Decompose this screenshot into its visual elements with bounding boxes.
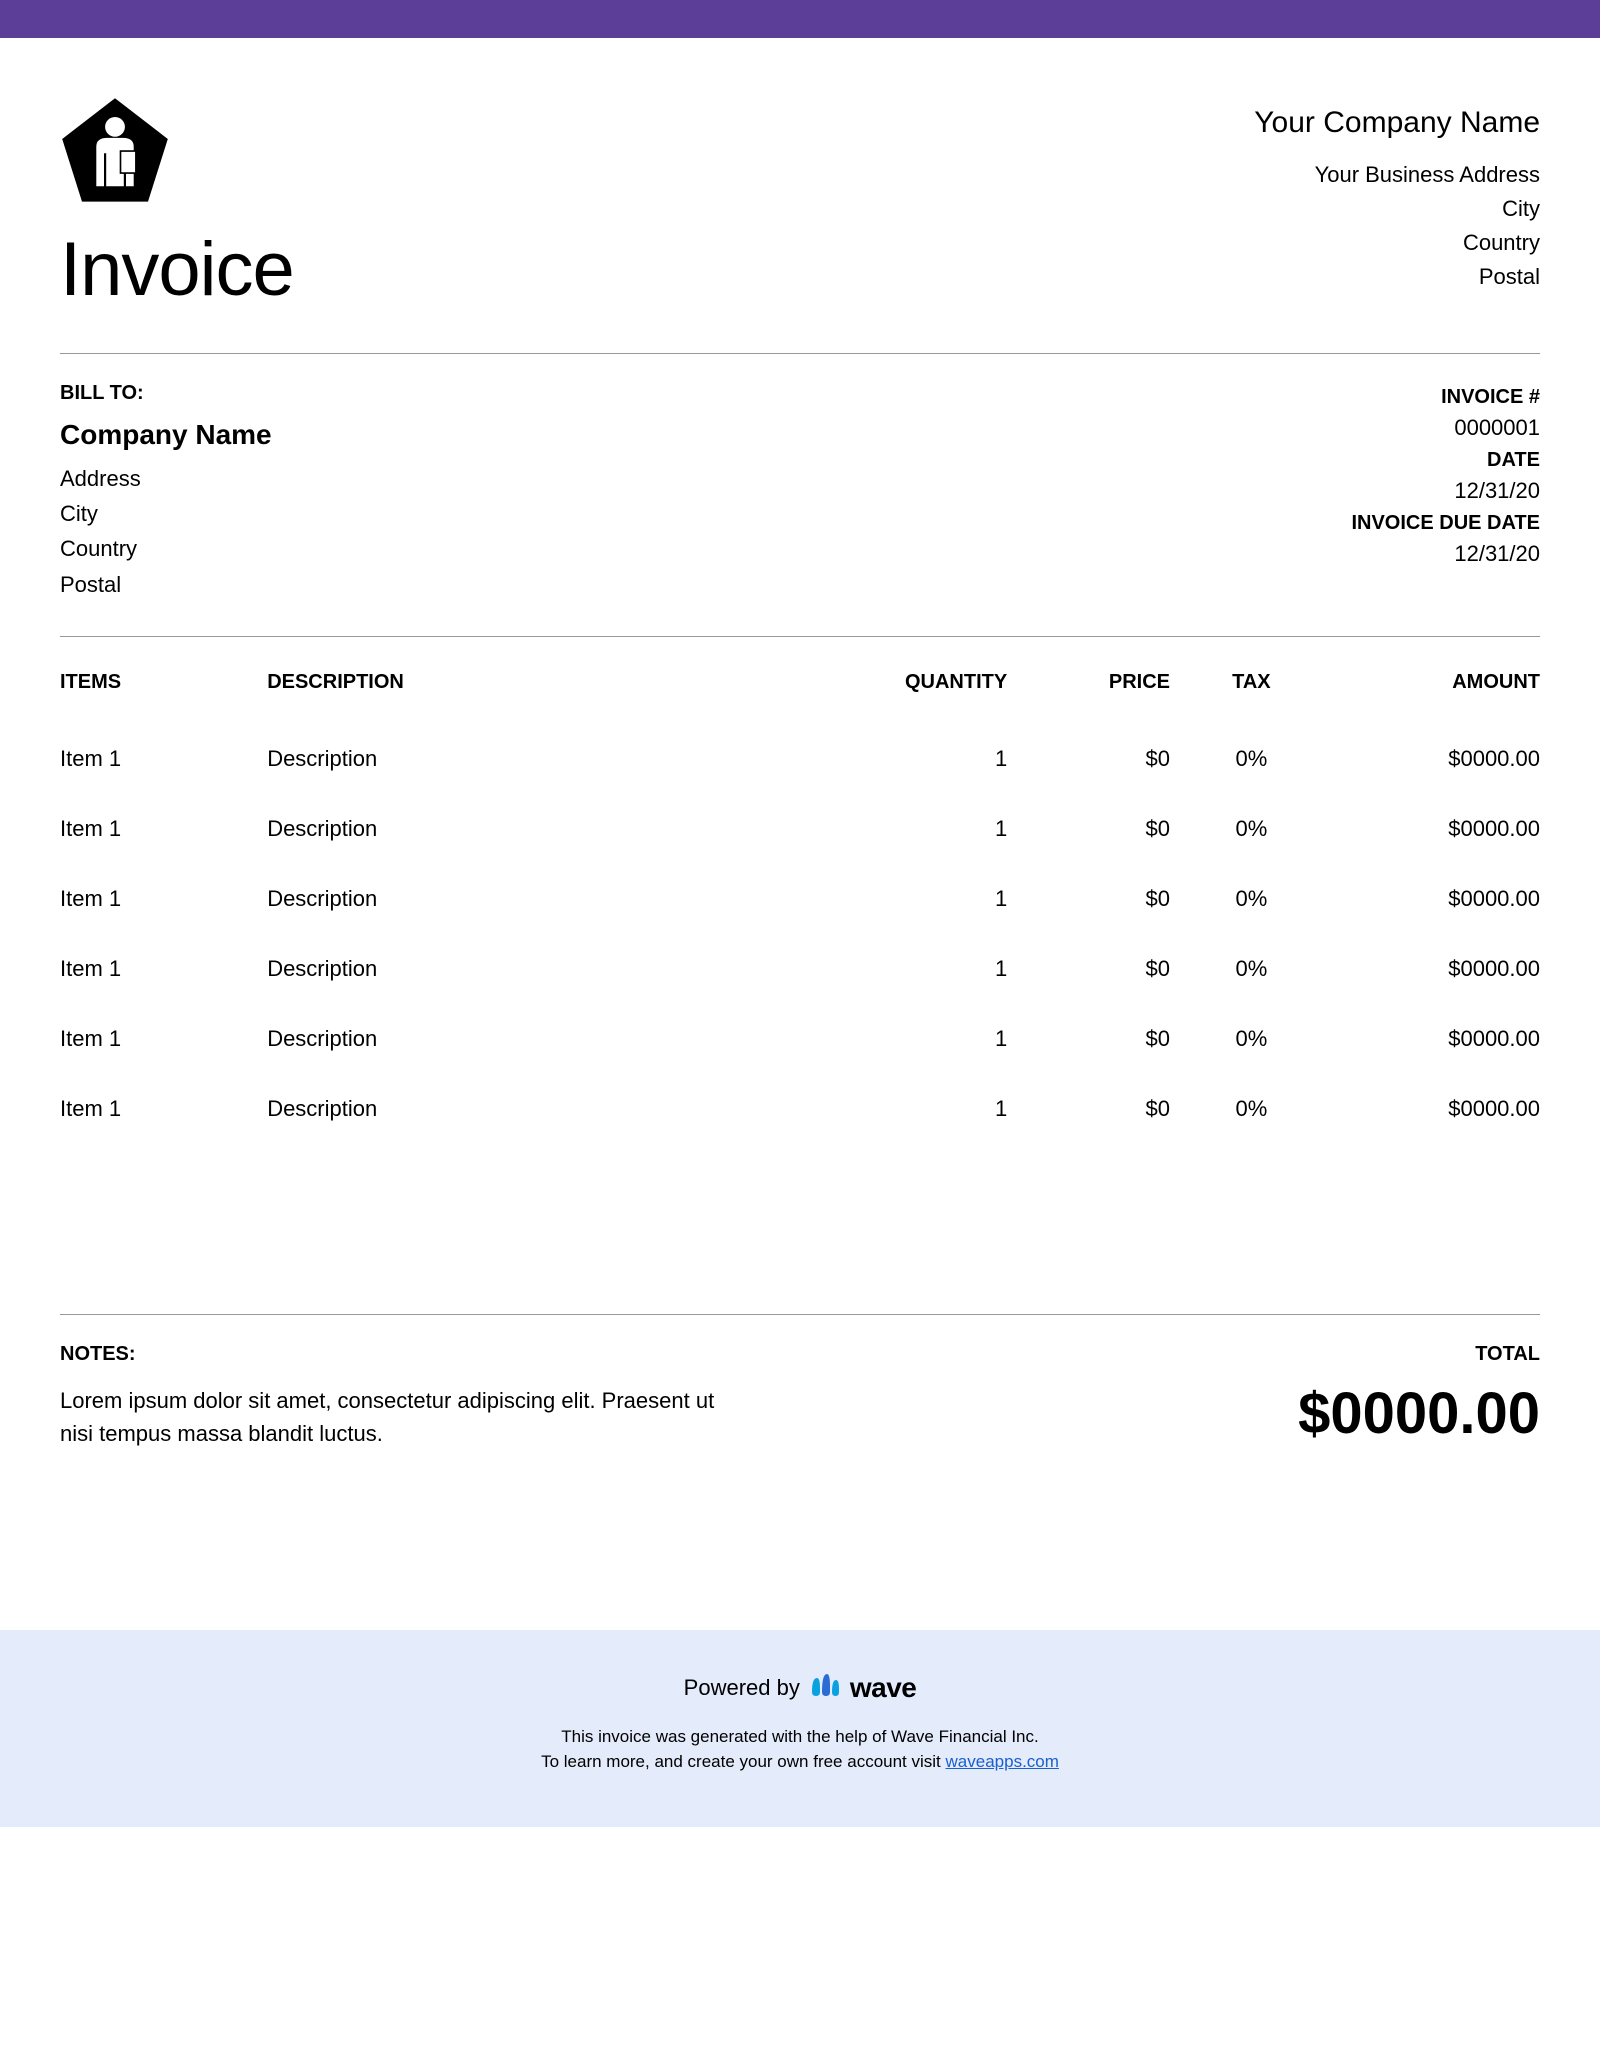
cell-tax: 0% (1170, 724, 1333, 794)
cell-item: Item 1 (60, 1074, 267, 1144)
your-address-country: Country (1254, 226, 1540, 260)
footer: Powered by wave This invoice was generat… (0, 1630, 1600, 1827)
cell-item: Item 1 (60, 864, 267, 934)
cell-description: Description (267, 724, 829, 794)
cell-tax: 0% (1170, 1004, 1333, 1074)
wave-brand-text: wave (850, 1672, 917, 1704)
table-row: Item 1Description1$00%$0000.00 (60, 1074, 1540, 1144)
notes-label: NOTES: (60, 1343, 1238, 1366)
bill-to-address: Address (60, 461, 272, 496)
table-row: Item 1Description1$00%$0000.00 (60, 934, 1540, 1004)
company-logo-icon (60, 98, 294, 208)
header-left: Invoice (60, 98, 294, 313)
powered-by-text: Powered by (684, 1675, 800, 1701)
your-company-name: Your Company Name (1254, 106, 1540, 140)
your-address-line: Your Business Address (1254, 158, 1540, 192)
invoice-meta-block: INVOICE # 0000001 DATE 12/31/20 INVOICE … (1351, 382, 1540, 602)
cell-tax: 0% (1170, 934, 1333, 1004)
cell-price: $0 (1007, 864, 1170, 934)
bill-to-label: BILL TO: (60, 382, 272, 405)
table-header-row: ITEMS DESCRIPTION QUANTITY PRICE TAX AMO… (60, 647, 1540, 724)
cell-description: Description (267, 1074, 829, 1144)
total-block: TOTAL $0000.00 (1298, 1343, 1540, 1450)
bill-to-city: City (60, 496, 272, 531)
bill-to-postal: Postal (60, 567, 272, 602)
cell-quantity: 1 (830, 794, 1008, 864)
footer-line-1: This invoice was generated with the help… (0, 1724, 1600, 1750)
cell-quantity: 1 (830, 724, 1008, 794)
cell-quantity: 1 (830, 864, 1008, 934)
th-items: ITEMS (60, 647, 267, 724)
cell-item: Item 1 (60, 1004, 267, 1074)
cell-item: Item 1 (60, 794, 267, 864)
cell-amount: $0000.00 (1333, 1004, 1540, 1074)
cell-price: $0 (1007, 1074, 1170, 1144)
table-row: Item 1Description1$00%$0000.00 (60, 724, 1540, 794)
notes-text: Lorem ipsum dolor sit amet, consectetur … (60, 1384, 740, 1450)
cell-description: Description (267, 864, 829, 934)
cell-amount: $0000.00 (1333, 864, 1540, 934)
cell-price: $0 (1007, 934, 1170, 1004)
invoice-body: Invoice Your Company Name Your Business … (0, 38, 1600, 1510)
cell-price: $0 (1007, 1004, 1170, 1074)
cell-amount: $0000.00 (1333, 724, 1540, 794)
your-address-city: City (1254, 192, 1540, 226)
cell-quantity: 1 (830, 1004, 1008, 1074)
cell-description: Description (267, 934, 829, 1004)
accent-bar (0, 0, 1600, 38)
bill-to-block: BILL TO: Company Name Address City Count… (60, 382, 272, 602)
notes-block: NOTES: Lorem ipsum dolor sit amet, conse… (60, 1343, 1238, 1450)
cell-price: $0 (1007, 724, 1170, 794)
cell-quantity: 1 (830, 1074, 1008, 1144)
bill-to-country: Country (60, 531, 272, 566)
cell-tax: 0% (1170, 864, 1333, 934)
cell-amount: $0000.00 (1333, 794, 1540, 864)
footer-line-2-prefix: To learn more, and create your own free … (541, 1752, 945, 1771)
divider (60, 636, 1540, 637)
cell-item: Item 1 (60, 724, 267, 794)
table-row: Item 1Description1$00%$0000.00 (60, 794, 1540, 864)
footer-line-2: To learn more, and create your own free … (0, 1749, 1600, 1775)
wave-logo-icon (810, 1672, 840, 1704)
header-row: Invoice Your Company Name Your Business … (60, 98, 1540, 313)
cell-tax: 0% (1170, 794, 1333, 864)
spacer (60, 1144, 1540, 1314)
powered-by: Powered by wave (684, 1672, 917, 1704)
cell-amount: $0000.00 (1333, 1074, 1540, 1144)
table-row: Item 1Description1$00%$0000.00 (60, 1004, 1540, 1074)
cell-item: Item 1 (60, 934, 267, 1004)
waveapps-link[interactable]: waveapps.com (946, 1752, 1059, 1771)
invoice-due-date: 12/31/20 (1351, 541, 1540, 567)
line-items-table: ITEMS DESCRIPTION QUANTITY PRICE TAX AMO… (60, 647, 1540, 1144)
header-right: Your Company Name Your Business Address … (1254, 98, 1540, 294)
cell-quantity: 1 (830, 934, 1008, 1004)
total-label: TOTAL (1298, 1343, 1540, 1366)
cell-amount: $0000.00 (1333, 934, 1540, 1004)
notes-total-row: NOTES: Lorem ipsum dolor sit amet, conse… (60, 1315, 1540, 1510)
invoice-date-label: DATE (1351, 449, 1540, 472)
cell-description: Description (267, 794, 829, 864)
table-row: Item 1Description1$00%$0000.00 (60, 864, 1540, 934)
th-tax: TAX (1170, 647, 1333, 724)
document-title: Invoice (60, 226, 294, 313)
meta-row: BILL TO: Company Name Address City Count… (60, 354, 1540, 636)
invoice-number: 0000001 (1351, 415, 1540, 441)
invoice-number-label: INVOICE # (1351, 386, 1540, 409)
cell-price: $0 (1007, 794, 1170, 864)
your-address-postal: Postal (1254, 260, 1540, 294)
invoice-date: 12/31/20 (1351, 478, 1540, 504)
bill-to-company: Company Name (60, 419, 272, 451)
th-price: PRICE (1007, 647, 1170, 724)
th-amount: AMOUNT (1333, 647, 1540, 724)
invoice-due-label: INVOICE DUE DATE (1351, 512, 1540, 535)
th-description: DESCRIPTION (267, 647, 829, 724)
cell-description: Description (267, 1004, 829, 1074)
th-quantity: QUANTITY (830, 647, 1008, 724)
cell-tax: 0% (1170, 1074, 1333, 1144)
total-amount: $0000.00 (1298, 1380, 1540, 1447)
